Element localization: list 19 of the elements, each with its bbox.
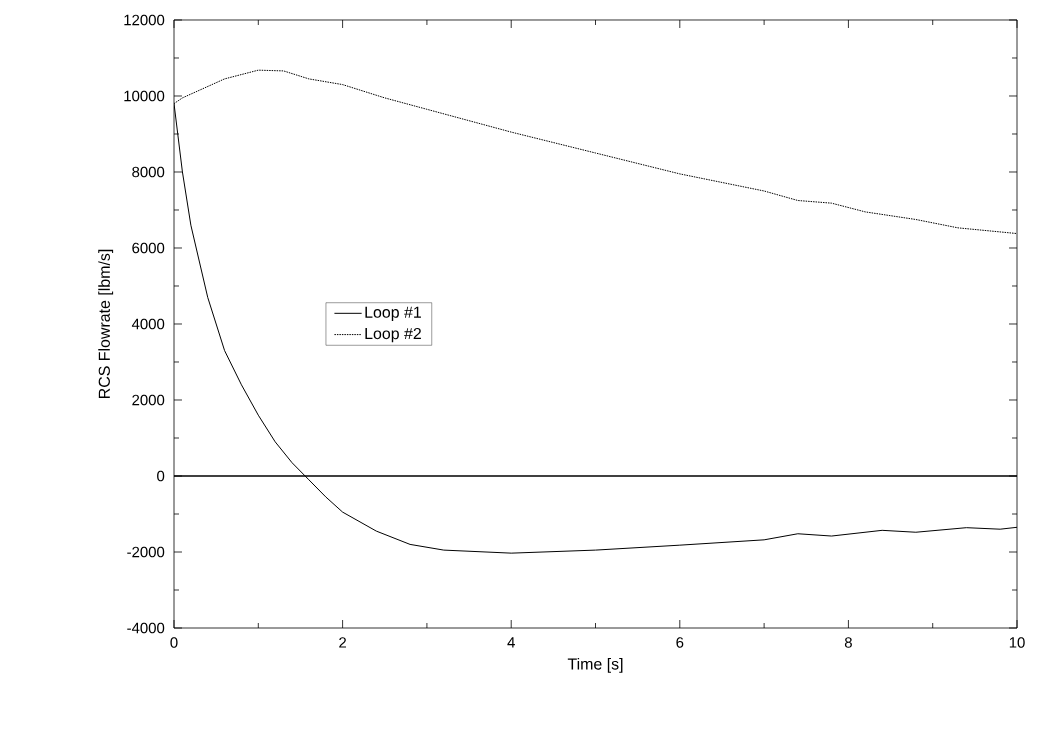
x-axis-title: Time [s]	[567, 657, 623, 673]
y-tick-label: -2000	[127, 546, 165, 558]
x-tick-label: 6	[676, 637, 684, 648]
y-tick-label: 0	[157, 470, 165, 482]
legend-label: Loop #2	[365, 327, 421, 343]
y-tick-label: 2000	[132, 394, 165, 406]
x-tick-label: 4	[507, 637, 515, 648]
y-tick-label: 6000	[132, 242, 165, 254]
y-tick-label: -4000	[127, 622, 165, 634]
y-tick-label: 12000	[124, 14, 165, 26]
x-tick-label: 0	[170, 637, 178, 648]
y-tick-label: 4000	[131, 318, 165, 330]
x-tick-label: 10	[1009, 637, 1025, 648]
y-tick-label: 10000	[124, 90, 165, 102]
x-tick-label: 2	[339, 637, 347, 648]
y-axis-title: RCS Flowrate [lbm/s]	[98, 249, 114, 398]
legend-label: Loop #1	[365, 306, 421, 321]
y-tick-label: 8000	[132, 166, 165, 178]
x-tick-label: 8	[844, 637, 852, 648]
